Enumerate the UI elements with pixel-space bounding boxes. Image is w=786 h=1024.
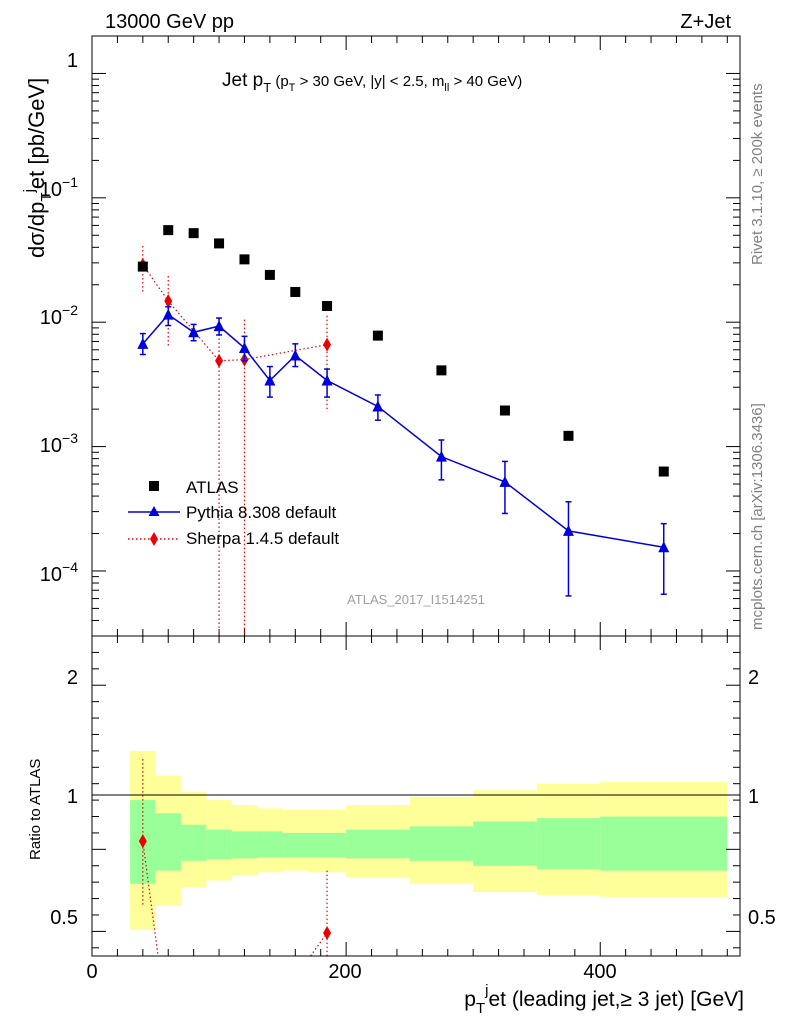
sherpa-line — [143, 265, 327, 361]
inner-band-segment — [181, 825, 206, 861]
header-process-label: Z+Jet — [680, 11, 731, 33]
pythia-point — [214, 320, 225, 331]
atlas-point — [563, 431, 573, 441]
legend-item-atlas: ATLAS — [149, 478, 239, 497]
atlas-point — [189, 228, 199, 238]
atlas-point — [138, 262, 148, 272]
inner-band-segment — [346, 830, 410, 859]
pythia-point — [322, 374, 333, 385]
atlas-point — [290, 287, 300, 297]
atlas-series — [138, 225, 669, 476]
inner-band-segment — [537, 818, 601, 869]
sherpa-point — [164, 294, 172, 308]
pythia-point — [436, 451, 447, 462]
pythia-point — [163, 309, 174, 320]
legend: ATLAS Pythia 8.308 default Sherpa 1.4.5 … — [128, 478, 339, 548]
sherpa-point — [323, 338, 331, 352]
atlas-point — [436, 365, 446, 375]
inner-band-segment — [232, 831, 257, 858]
ratio-y-tick-0-5: 0.5 — [50, 907, 78, 929]
atlas-point — [163, 225, 173, 235]
y-tick-label-1e-3: 10−3 — [40, 430, 78, 457]
atlas-zjet-plot: 13000 GeV pp Z+Jet Rivet 3.1.10, ≥ 200k … — [0, 0, 786, 1024]
pythia-series — [137, 307, 669, 596]
mcplots-source-label: mcplots.cern.ch [arXiv:1306.3436] — [749, 403, 766, 630]
inner-band-segment — [600, 817, 727, 871]
x-tick-labels: 0 200 400 — [86, 961, 616, 983]
x-tick-label-0: 0 — [86, 961, 97, 983]
inner-band-segment — [257, 831, 282, 857]
x-axis-label: pTjet (leading jet,≥ 3 jet) [GeV] — [464, 982, 744, 1017]
ratio-sherpa-point — [323, 926, 331, 940]
legend-marker-atlas — [149, 481, 159, 491]
sherpa-point — [215, 354, 223, 368]
atlas-point — [659, 467, 669, 477]
y-tick-label-1e-2: 10−2 — [40, 302, 78, 329]
analysis-id-label: ATLAS_2017_I1514251 — [347, 592, 485, 607]
atlas-point — [373, 331, 383, 341]
legend-item-pythia: Pythia 8.308 default — [128, 503, 337, 522]
header-energy-label: 13000 GeV pp — [105, 11, 234, 33]
legend-label-sherpa: Sherpa 1.4.5 default — [186, 529, 339, 548]
y-tick-label-1e-1: 10−1 — [40, 174, 78, 201]
pythia-point — [239, 342, 250, 353]
atlas-point — [265, 270, 275, 280]
ratio-sherpa-line — [311, 933, 328, 956]
inner-band-segment — [410, 826, 474, 860]
inner-band-segment — [473, 821, 537, 865]
inner-band-segment — [283, 833, 308, 858]
pythia-point — [563, 525, 574, 536]
ratio-uncertainty-bands — [130, 751, 727, 930]
y-tick-label-1e-4: 10−4 — [40, 559, 78, 586]
pythia-point — [372, 401, 383, 412]
atlas-point — [214, 238, 224, 248]
ratio-y-tick-2: 2 — [67, 667, 78, 689]
legend-marker-pythia — [149, 506, 160, 516]
x-tick-label-400: 400 — [583, 961, 616, 983]
legend-label-pythia: Pythia 8.308 default — [186, 503, 337, 522]
plot-title: Jet pT (pT > 30 GeV, |y| < 2.5, mll > 40… — [222, 70, 522, 95]
legend-label-atlas: ATLAS — [186, 478, 239, 497]
inner-band-segment — [156, 813, 181, 870]
svg-text:pTjet (leading jet,≥ 3 jet) [G: pTjet (leading jet,≥ 3 jet) [GeV] — [464, 982, 744, 1017]
ratio-y-tick-0-5-right: 0.5 — [748, 907, 776, 929]
atlas-point — [322, 301, 332, 311]
main-y-axis-label: dσ/dpTjet [pb/GeV] — [21, 78, 55, 258]
legend-item-sherpa: Sherpa 1.4.5 default — [128, 529, 339, 548]
y-tick-label-1: 1 — [67, 50, 78, 72]
x-tick-label-200: 200 — [328, 961, 361, 983]
atlas-point — [500, 406, 510, 416]
sherpa-series — [139, 246, 331, 636]
inner-band-segment — [308, 833, 346, 858]
ratio-y-tick-1-right: 1 — [748, 786, 759, 808]
ratio-y-tick-2-right: 2 — [748, 667, 759, 689]
legend-marker-sherpa — [150, 532, 158, 546]
rivet-version-label: Rivet 3.1.10, ≥ 200k events — [749, 83, 766, 265]
inner-band-segment — [206, 830, 231, 860]
svg-text:Jet pT (pT > 30 GeV, |y| < 2.5: Jet pT (pT > 30 GeV, |y| < 2.5, mll > 40… — [222, 70, 522, 95]
svg-text:dσ/dpTjet [pb/GeV]: dσ/dpTjet [pb/GeV] — [21, 78, 55, 258]
ratio-y-tick-1: 1 — [67, 786, 78, 808]
pythia-point — [290, 349, 301, 360]
ratio-y-axis-label: Ratio to ATLAS — [27, 759, 44, 860]
atlas-point — [239, 254, 249, 264]
pythia-point — [499, 476, 510, 487]
